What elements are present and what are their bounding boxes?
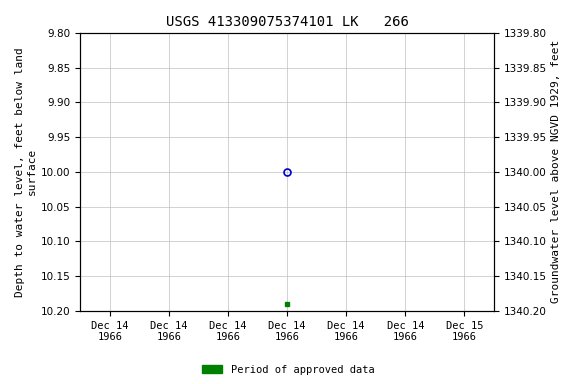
Legend: Period of approved data: Period of approved data (198, 361, 378, 379)
Y-axis label: Depth to water level, feet below land
surface: Depth to water level, feet below land su… (15, 47, 37, 297)
Title: USGS 413309075374101 LK   266: USGS 413309075374101 LK 266 (166, 15, 408, 29)
Y-axis label: Groundwater level above NGVD 1929, feet: Groundwater level above NGVD 1929, feet (551, 40, 561, 303)
